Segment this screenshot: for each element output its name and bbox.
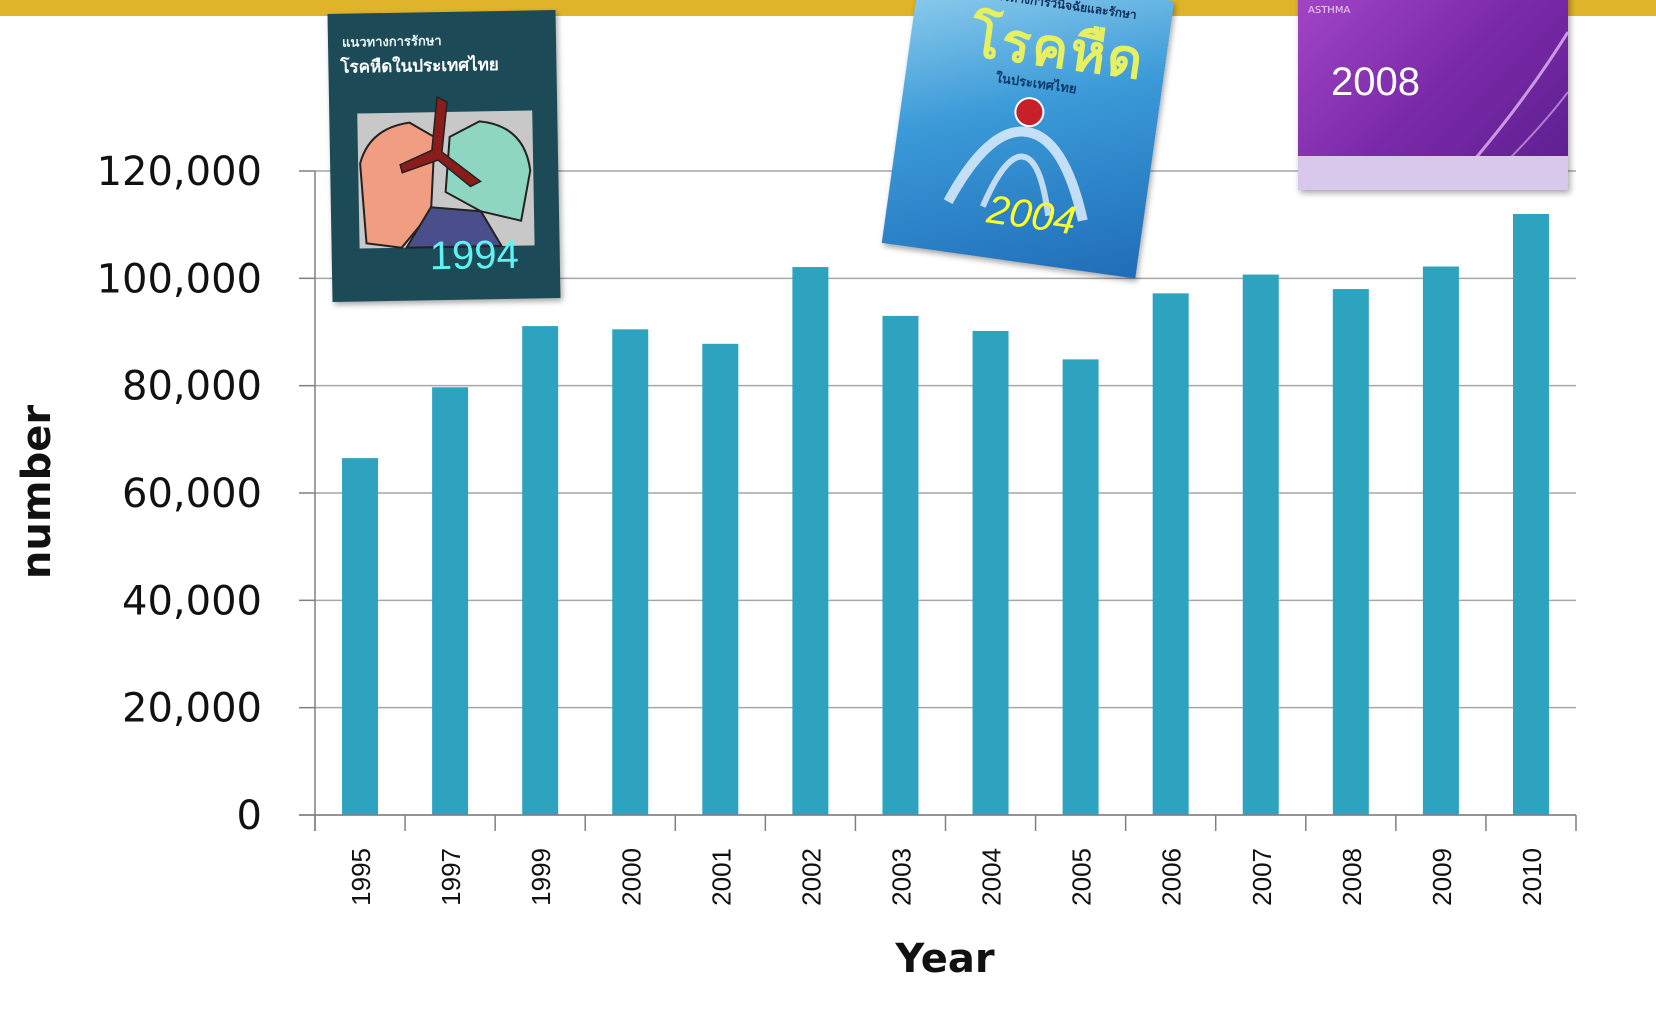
bar-2010 — [1512, 213, 1549, 815]
guideline-cover-1994: แนวทางการรักษา โรคหืดในประเทศไทย 1994 — [327, 10, 561, 302]
x-tick-label: 2007 — [1247, 848, 1277, 906]
axes — [299, 171, 1577, 831]
x-tick-label: 1995 — [346, 848, 376, 906]
bar-2009 — [1422, 266, 1459, 815]
cover-year-label: 1994 — [429, 232, 520, 279]
y-tick-label: 120,000 — [97, 149, 262, 195]
cover-artwork — [943, 97, 1088, 222]
x-tick-label: 2008 — [1337, 848, 1367, 906]
bar-2000 — [612, 329, 649, 815]
y-tick-label: 40,000 — [122, 578, 262, 624]
x-tick-label: 2010 — [1517, 848, 1547, 906]
y-axis-title: number — [14, 405, 60, 579]
y-tick-label: 100,000 — [97, 256, 262, 302]
lungs-illustration — [357, 95, 535, 249]
x-tick-label: 2004 — [977, 848, 1007, 906]
bar-2004 — [972, 330, 1009, 815]
y-tick-labels: 0 20,000 40,000 60,000 80,000 100,000 120,000 — [97, 149, 262, 839]
x-tick-label: 2009 — [1427, 848, 1457, 906]
x-tick-label: 2000 — [616, 848, 646, 906]
bar-1999 — [522, 326, 559, 815]
x-tick-label: 1997 — [436, 848, 466, 906]
x-tick-labels: 1995 1997 1999 2000 2001 2002 2003 2004 2005 2006… — [346, 848, 1547, 906]
bar-2007 — [1242, 274, 1279, 815]
bar-1997 — [432, 387, 469, 815]
x-axis-title: Year — [894, 936, 994, 982]
y-tick-label: 0 — [237, 793, 262, 839]
guideline-cover-2008: ASTHMA 2008 — [1298, 0, 1568, 190]
y-tick-label: 80,000 — [122, 364, 262, 410]
guideline-cover-2004: แนวทางการวินิจฉัยและรักษา โรคหืด ในประเท… — [881, 0, 1175, 279]
bar-2005 — [1062, 359, 1099, 815]
x-tick-label: 2001 — [706, 848, 736, 906]
bars — [342, 213, 1549, 816]
x-tick-label: 2003 — [886, 848, 916, 906]
x-tick-label: 1999 — [526, 848, 556, 906]
cover-year-label: 2008 — [1331, 60, 1420, 104]
cover-logo-strip — [1298, 156, 1568, 190]
y-tick-label: 20,000 — [122, 686, 262, 732]
x-tick-label: 2006 — [1157, 848, 1187, 906]
y-tick-label: 60,000 — [122, 471, 262, 517]
bar-2001 — [702, 343, 739, 815]
bar-2003 — [882, 315, 919, 815]
bar-2006 — [1152, 293, 1189, 815]
x-tick-label: 2002 — [796, 848, 826, 906]
x-tick-label: 2005 — [1067, 848, 1097, 906]
bar-2008 — [1332, 289, 1369, 816]
bar-2002 — [792, 267, 829, 815]
bar-1995 — [342, 458, 379, 815]
